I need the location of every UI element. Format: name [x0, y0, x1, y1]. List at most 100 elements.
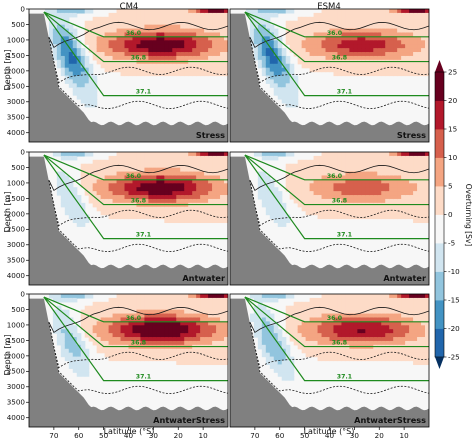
isopycnal-label: 36.0 — [327, 315, 343, 322]
field-cell — [120, 28, 126, 34]
field-cell — [369, 348, 374, 354]
field-cell — [136, 55, 142, 61]
field-cell — [373, 71, 378, 77]
field-cell — [381, 198, 386, 204]
field-cell — [421, 55, 426, 61]
field-cell — [120, 152, 126, 157]
field-cell — [52, 321, 58, 326]
field-cell — [212, 305, 217, 311]
field-cell — [297, 309, 303, 315]
field-cell — [329, 159, 335, 165]
field-cell — [277, 340, 283, 346]
field-cell — [156, 301, 161, 307]
field-cell — [136, 159, 142, 165]
field-cell — [64, 198, 70, 204]
field-cell — [277, 83, 283, 88]
field-cell — [132, 71, 138, 77]
field-cell — [285, 171, 291, 177]
field-cell — [192, 28, 197, 34]
field-cell — [128, 206, 134, 212]
field-cell — [337, 159, 343, 165]
field-cell — [68, 36, 74, 41]
field-cell — [112, 16, 118, 22]
field-cell — [156, 36, 161, 41]
field-cell — [409, 24, 414, 30]
field-cell — [409, 317, 414, 322]
field-cell — [317, 356, 323, 362]
field-cell — [204, 179, 209, 184]
field-cell — [337, 206, 343, 212]
colorbar-title: Overturning [Sv] — [464, 184, 473, 247]
x-tick-label: 40 — [325, 431, 335, 439]
field-cell — [216, 321, 221, 326]
field-cell — [293, 179, 299, 184]
field-cell — [180, 218, 185, 224]
field-cell — [409, 198, 414, 204]
field-cell — [136, 214, 142, 220]
field-cell — [277, 368, 283, 373]
field-cell — [341, 32, 347, 37]
field-cell — [385, 301, 390, 307]
field-cell — [405, 20, 410, 26]
field-cell — [305, 195, 311, 200]
field-cell — [357, 28, 362, 34]
field-cell — [160, 198, 165, 204]
field-cell — [389, 325, 394, 330]
field-cell — [112, 321, 118, 326]
field-cell — [349, 313, 354, 319]
field-cell — [405, 356, 410, 362]
field-cell — [200, 313, 205, 319]
field-cell — [192, 294, 197, 299]
field-cell — [112, 12, 118, 18]
field-cell — [164, 301, 169, 307]
field-cell — [405, 24, 410, 30]
field-cell — [56, 309, 62, 315]
field-cell — [345, 340, 350, 346]
field-cell — [120, 171, 126, 177]
field-cell — [377, 48, 382, 53]
field-cell — [196, 294, 201, 299]
field-cell — [56, 44, 62, 49]
field-cell — [341, 163, 347, 169]
field-cell — [220, 167, 225, 173]
colorbar-tick-label: -20 — [448, 324, 460, 333]
field-cell — [337, 152, 343, 157]
field-cell — [377, 12, 382, 18]
y-tick-label: 3500 — [7, 256, 26, 265]
field-cell — [188, 71, 193, 77]
field-cell — [104, 191, 110, 196]
field-cell — [60, 195, 66, 200]
colorbar-tick-label: 25 — [448, 67, 457, 76]
field-cell — [200, 20, 205, 26]
field-cell — [124, 52, 130, 57]
field-cell — [188, 305, 193, 311]
field-cell — [301, 24, 307, 30]
field-cell — [216, 348, 221, 354]
field-cell — [329, 309, 335, 315]
field-cell — [397, 155, 402, 161]
field-cell — [405, 36, 410, 41]
field-cell — [369, 317, 374, 322]
field-cell — [341, 305, 347, 311]
field-cell — [156, 159, 161, 165]
field-cell — [100, 159, 106, 165]
field-cell — [196, 63, 201, 69]
field-cell — [269, 40, 275, 45]
field-cell — [369, 67, 374, 73]
field-cell — [349, 317, 354, 322]
x-axis-title-right: Latitude (°S) — [304, 427, 355, 436]
field-cell — [373, 352, 378, 358]
field-cell — [365, 67, 370, 73]
field-cell — [136, 171, 142, 177]
field-cell — [369, 55, 374, 61]
field-cell — [64, 59, 70, 65]
field-cell — [373, 9, 378, 14]
field-cell — [361, 155, 366, 161]
field-cell — [333, 28, 339, 34]
field-cell — [397, 191, 402, 196]
field-cell — [208, 20, 213, 26]
field-cell — [317, 40, 323, 45]
field-cell — [265, 71, 271, 77]
field-cell — [281, 360, 287, 366]
field-cell — [309, 206, 315, 212]
